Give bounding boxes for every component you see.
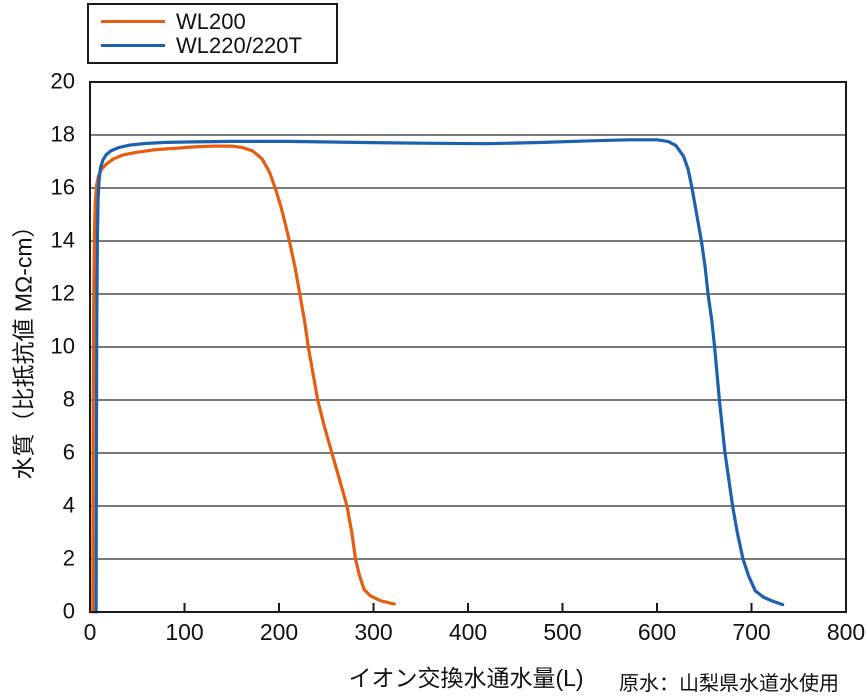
plot-border: [89, 81, 847, 613]
y-tick-label-8: 8: [62, 386, 75, 412]
y-tick-label-4: 4: [62, 492, 75, 518]
legend-label: WL200: [176, 8, 246, 34]
x-tick-label-0: 0: [83, 619, 97, 645]
legend-line-swatch: [101, 20, 165, 23]
x-tick-label-500: 500: [543, 619, 582, 645]
source-water-note: 原水：山梨県水道水使用: [619, 673, 839, 695]
chart-legend: WL200 WL220/220T: [87, 3, 338, 64]
series-line-wl220-220t: [94, 138, 785, 614]
y-tick-label-12: 12: [50, 280, 75, 306]
y-axis-tick-labels: 0 2 4 6 8 10 12 14 16 18 20: [0, 0, 78, 700]
x-tick-label-800: 800: [826, 619, 866, 645]
y-tick-label-10: 10: [50, 333, 75, 359]
y-tick-label-0: 0: [62, 598, 75, 624]
x-tick-label-200: 200: [259, 619, 299, 645]
x-tick-label-600: 600: [637, 619, 677, 645]
y-tick-label-2: 2: [62, 545, 75, 571]
legend-row-wl220-220t: WL220/220T: [101, 32, 336, 58]
x-axis-title-text: イオン交換水通水量(L): [348, 665, 584, 691]
y-tick-label-18: 18: [50, 121, 75, 147]
legend-rows: WL200 WL220/220T: [101, 8, 336, 58]
x-tick-label-100: 100: [165, 619, 204, 645]
y-tick-label-20: 20: [50, 68, 75, 94]
legend-label: WL220/220T: [176, 32, 302, 58]
x-tick-label-300: 300: [354, 619, 393, 645]
y-tick-label-16: 16: [50, 174, 75, 200]
legend-line-swatch: [101, 44, 165, 47]
legend-row-wl200: WL200: [101, 8, 336, 34]
x-tick-label-700: 700: [732, 619, 771, 645]
y-axis-title-text: 水質（比抵抗値 MΩ-cm）: [11, 214, 37, 480]
y-tick-label-14: 14: [50, 227, 75, 253]
x-tick-label-400: 400: [448, 619, 488, 645]
y-tick-label-6: 6: [62, 439, 75, 465]
